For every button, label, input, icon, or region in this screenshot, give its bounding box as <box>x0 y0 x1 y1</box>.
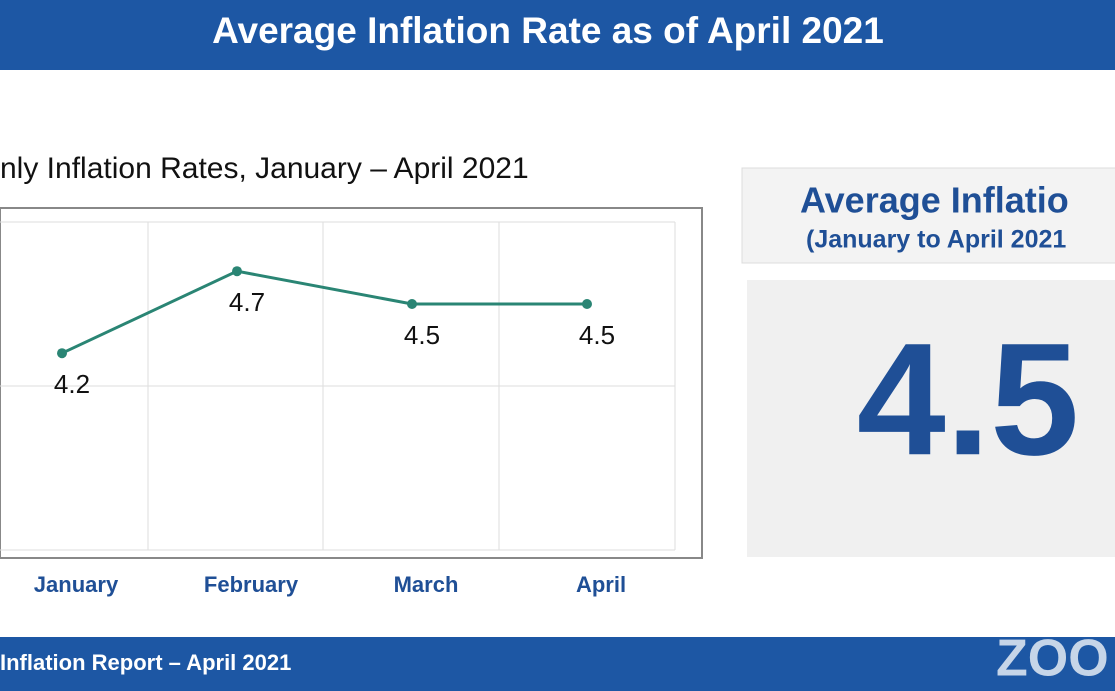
line <box>61 269 587 355</box>
panel-title-box <box>741 167 1115 264</box>
x-tick-label: February <box>204 572 299 597</box>
data-label: 4.5 <box>579 320 615 350</box>
point <box>57 348 67 359</box>
panel-value-box <box>747 280 1115 557</box>
chart-frame <box>0 207 703 559</box>
data-label: 4.2 <box>54 369 90 399</box>
x-tick-label: April <box>576 572 626 597</box>
x-tick-label: January <box>34 572 119 597</box>
data-label: 4.5 <box>404 320 440 350</box>
data-label: 4.7 <box>229 287 265 317</box>
panel-title: Average Inflatio <box>800 180 1069 221</box>
chart-title: nly Inflation Rates, January – April 202… <box>0 152 529 185</box>
point <box>407 299 417 309</box>
point <box>582 299 592 309</box>
x-tick-label: March <box>394 572 459 597</box>
point <box>232 266 242 277</box>
footer-bar <box>0 637 1115 691</box>
header-title: Average Inflation Rate as of April 2021 <box>212 10 884 51</box>
watermark: ZOO <box>996 630 1109 688</box>
panel-value: 4.5 <box>857 309 1079 488</box>
header-bar <box>0 0 1115 70</box>
footer-text: Inflation Report – April 2021 <box>0 650 291 675</box>
panel-subtitle: (January to April 2021 <box>806 226 1066 254</box>
plot: January February March April 4.2 4.7 4.5 4.5 <box>34 266 626 597</box>
